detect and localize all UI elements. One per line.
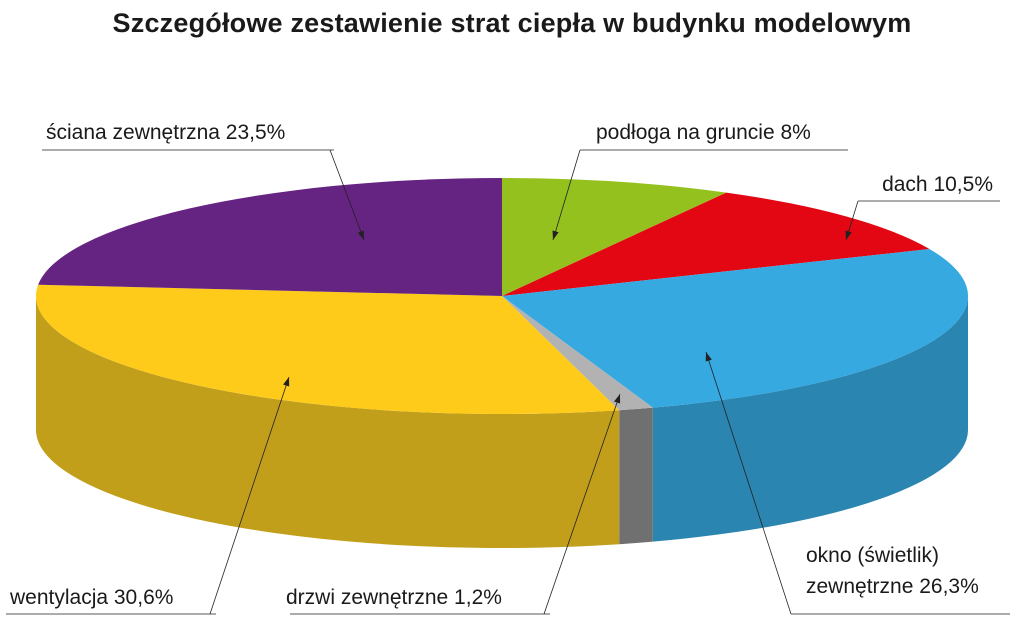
pie-slices bbox=[35, 178, 969, 414]
slice-label-drzwi: drzwi zewnętrzne 1,2% bbox=[286, 586, 502, 609]
leader-line-sciana bbox=[329, 149, 365, 241]
slice-label-dach: dach 10,5% bbox=[882, 173, 993, 196]
leader-line-wentylacja bbox=[209, 376, 290, 615]
slice-label-okno-line1: okno (świetlik) bbox=[806, 544, 939, 567]
slice-label-sciana: ściana zewnętrzna 23,5% bbox=[46, 121, 285, 144]
slice-podloga bbox=[502, 178, 727, 296]
slice-side-drzwi bbox=[619, 407, 653, 545]
pie-sides bbox=[36, 296, 968, 548]
slice-drzwi bbox=[502, 296, 653, 411]
slice-wentylacja bbox=[35, 284, 620, 414]
slice-okno bbox=[502, 249, 969, 408]
slice-label-okno-line2: zewnętrzne 26,3% bbox=[806, 575, 979, 598]
arrowhead-wentylacja bbox=[283, 377, 290, 387]
slice-side-wentylacja bbox=[36, 296, 620, 548]
slice-sciana bbox=[38, 178, 503, 296]
slice-label-podloga: podłoga na gruncie 8% bbox=[596, 121, 811, 144]
arrowhead-dach bbox=[845, 230, 852, 240]
leader-lines bbox=[6, 149, 1010, 615]
leader-line-drzwi bbox=[543, 393, 621, 615]
slice-side-okno bbox=[652, 296, 968, 542]
arrowhead-sciana bbox=[357, 230, 364, 240]
chart-title: Szczegółowe zestawienie strat ciepła w b… bbox=[112, 8, 912, 38]
arrowhead-podloga bbox=[552, 230, 559, 240]
arrowhead-okno bbox=[705, 352, 712, 362]
arrowhead-drzwi bbox=[614, 394, 621, 404]
slice-label-wentylacja: wentylacja 30,6% bbox=[9, 586, 173, 609]
leader-line-podloga bbox=[552, 149, 581, 241]
leader-line-okno bbox=[705, 351, 792, 615]
slice-dach bbox=[502, 192, 930, 296]
slice-labels: podłoga na gruncie 8% dach 10,5% okno (świ… bbox=[9, 121, 993, 609]
